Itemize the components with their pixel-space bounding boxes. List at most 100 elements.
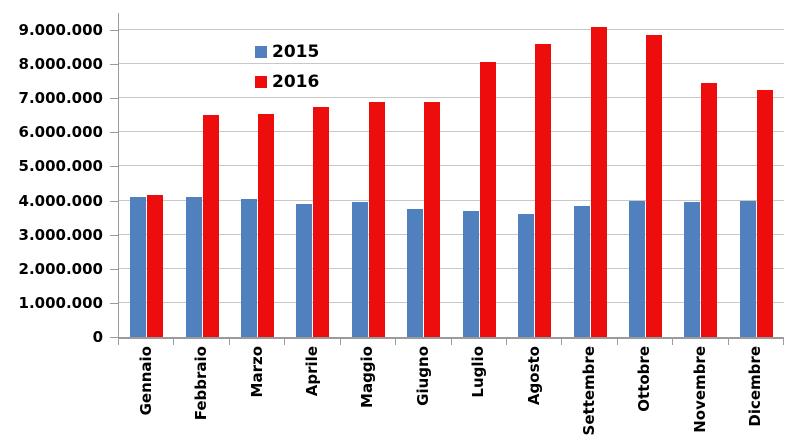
y-axis-tick-label: 6.000.000 <box>18 123 103 142</box>
x-axis-label-aprile: Aprile <box>301 346 323 396</box>
x-axis-label-novembre: Novembre <box>689 346 711 433</box>
x-axis-label-text: Novembre <box>690 346 709 433</box>
x-axis-tick <box>783 339 784 345</box>
bar-group-ottobre <box>618 13 673 337</box>
y-axis-tick <box>110 268 118 270</box>
bar-2015-marzo <box>241 198 258 337</box>
bar-2016-aprile <box>313 106 330 337</box>
gridline <box>119 233 784 235</box>
x-axis-tick <box>672 339 674 345</box>
x-axis-tick <box>339 339 341 345</box>
bar-2015-novembre <box>684 202 701 337</box>
x-axis-tick <box>450 339 452 345</box>
legend-label-2016: 2016 <box>272 72 320 92</box>
x-axis-label-text: Giugno <box>413 346 432 406</box>
x-axis-label-dicembre: Dicembre <box>744 346 766 427</box>
bar-group-gennaio <box>119 13 174 337</box>
x-axis-tick <box>173 339 175 345</box>
y-axis-tick <box>110 302 118 304</box>
legend: 2015 2016 <box>255 40 319 100</box>
gridline <box>119 63 784 65</box>
legend-entry-2016: 2016 <box>255 70 319 94</box>
y-axis-tick-label: 5.000.000 <box>18 157 103 176</box>
bar-2015-maggio <box>351 202 368 337</box>
gridline <box>119 131 784 133</box>
y-axis-tick-label: 7.000.000 <box>18 89 103 108</box>
gridline <box>119 267 784 269</box>
bar-2015-agosto <box>518 214 535 337</box>
x-axis-label-text: Maggio <box>358 346 377 408</box>
bar-group-giugno <box>396 13 451 337</box>
y-axis-tick-label: 1.000.000 <box>18 293 103 312</box>
bar-group-aprile <box>285 13 340 337</box>
x-axis-label-agosto: Agosto <box>523 346 545 405</box>
y-axis-tick-label: 4.000.000 <box>18 191 103 210</box>
x-axis-tick <box>505 339 507 345</box>
bar-groups <box>119 13 784 337</box>
gridline <box>119 301 784 303</box>
bar-group-luglio <box>452 13 507 337</box>
x-axis-tick <box>395 339 397 345</box>
x-axis-label-text: Agosto <box>524 346 543 406</box>
y-axis-tick-label: 8.000.000 <box>18 55 103 74</box>
x-axis-label-giugno: Giugno <box>412 346 434 406</box>
x-axis-tick <box>561 339 563 345</box>
legend-swatch-2015 <box>255 46 267 58</box>
x-axis-tick <box>118 339 119 345</box>
x-axis-label-text: Febbraio <box>192 346 211 421</box>
bar-2016-dicembre <box>756 89 773 337</box>
bar-2015-ottobre <box>629 200 645 337</box>
gridline <box>119 97 784 99</box>
x-axis-label-text: Marzo <box>247 346 266 398</box>
y-axis-tick <box>110 132 118 134</box>
bar-2015-gennaio <box>130 197 147 337</box>
x-axis-tick <box>727 339 729 345</box>
x-axis-label-maggio: Maggio <box>356 346 378 408</box>
x-axis-tick <box>228 339 230 345</box>
bar-group-febbraio <box>174 13 229 337</box>
y-axis-tick-label: 2.000.000 <box>18 259 103 278</box>
bar-2015-aprile <box>296 204 313 337</box>
legend-label-2015: 2015 <box>272 42 320 62</box>
bar-2015-settembre <box>573 205 590 337</box>
bar-2015-febbraio <box>185 197 202 337</box>
bar-group-maggio <box>341 13 396 337</box>
gridline <box>119 165 784 167</box>
x-axis-label-text: Luglio <box>469 346 488 398</box>
bar-2016-giugno <box>424 101 441 337</box>
bar-group-dicembre <box>729 13 784 337</box>
x-axis-tick <box>616 339 618 345</box>
bar-2015-giugno <box>407 209 424 337</box>
bar-2016-ottobre <box>646 35 662 337</box>
x-axis-label-text: Dicembre <box>746 346 765 427</box>
bar-group-settembre <box>562 13 617 337</box>
x-axis-label-gennaio: Gennaio <box>135 346 157 415</box>
y-axis-tick <box>110 64 118 66</box>
bar-2016-gennaio <box>147 195 164 337</box>
bar-2015-luglio <box>462 210 479 337</box>
gridline <box>119 29 784 31</box>
bar-2016-marzo <box>258 113 275 337</box>
legend-swatch-2016 <box>255 76 267 88</box>
bar-2016-agosto <box>535 43 552 337</box>
y-axis-tick-label: 9.000.000 <box>18 21 103 40</box>
bar-group-agosto <box>507 13 562 337</box>
y-axis-tick-label: 3.000.000 <box>18 225 103 244</box>
bar-2016-maggio <box>368 101 385 337</box>
y-axis-tick <box>110 30 118 32</box>
x-axis-label-marzo: Marzo <box>246 346 268 397</box>
x-axis-label-settembre: Settembre <box>578 346 600 435</box>
x-axis-label-text: Aprile <box>302 346 321 397</box>
y-axis-tick <box>110 337 118 338</box>
y-axis-tick <box>110 98 118 100</box>
y-axis-tick-label: 0 <box>92 328 103 346</box>
y-axis-tick <box>110 200 118 202</box>
x-axis-label-luglio: Luglio <box>467 346 489 398</box>
plot-area <box>118 13 784 339</box>
bar-2016-febbraio <box>202 115 219 337</box>
bar-2015-dicembre <box>739 200 756 337</box>
x-axis-label-febbraio: Febbraio <box>190 346 212 420</box>
y-axis-tick <box>110 166 118 168</box>
bar-group-marzo <box>230 13 285 337</box>
